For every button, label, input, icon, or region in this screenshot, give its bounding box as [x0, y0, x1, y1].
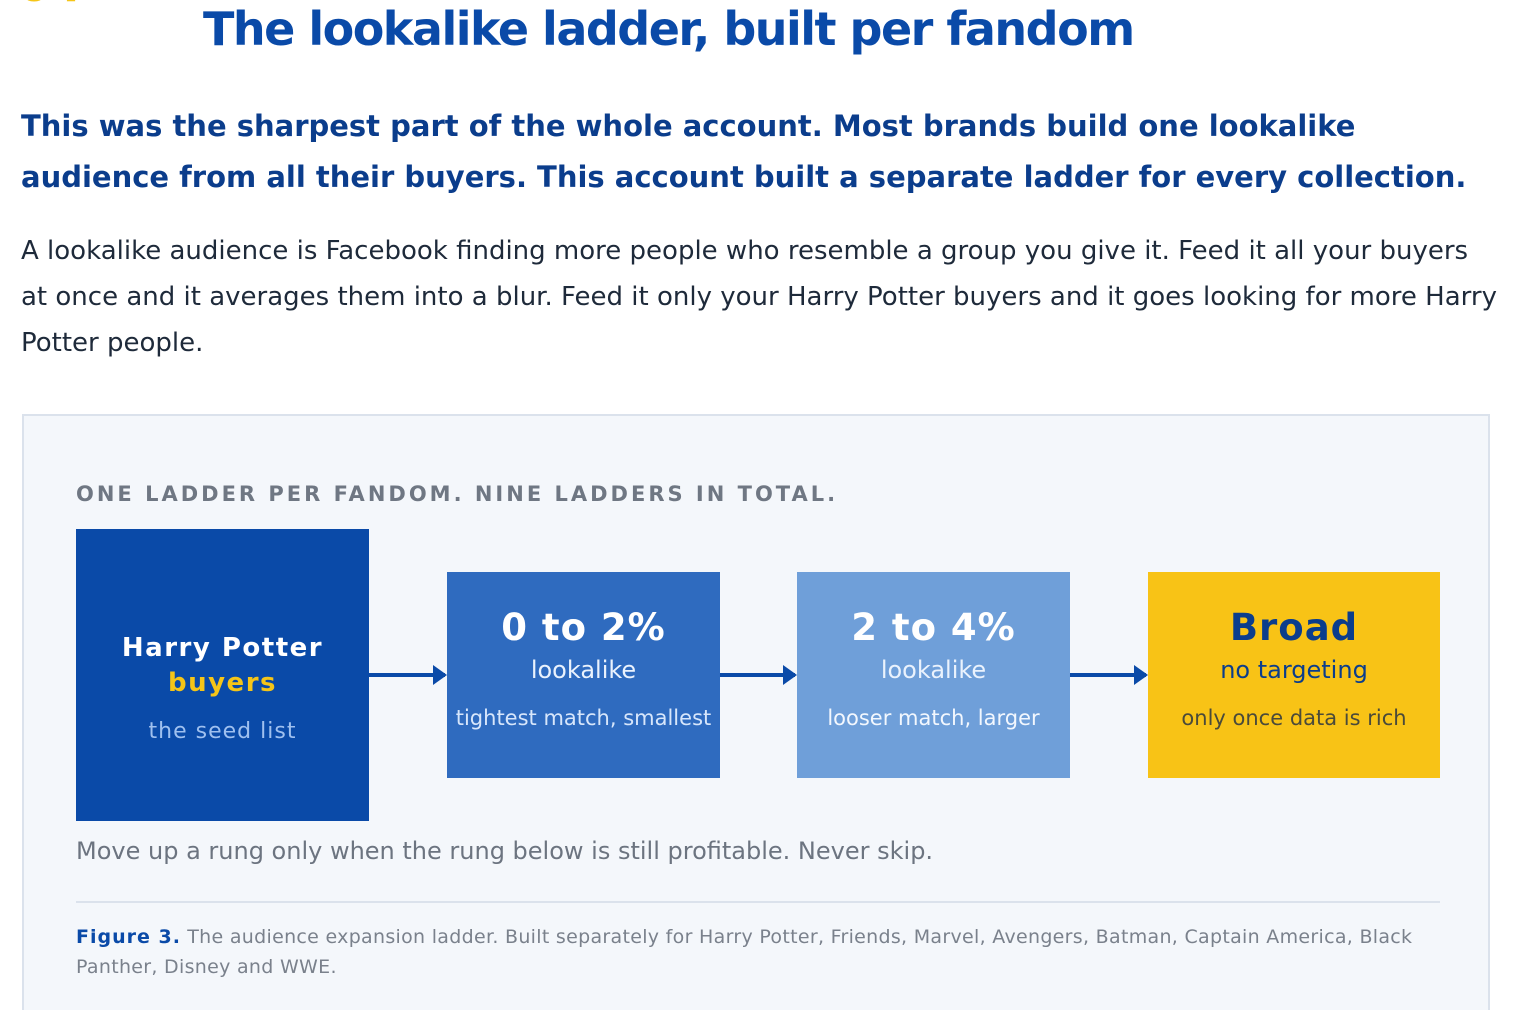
rung-lookalike-0-2: 0 to 2% lookalike tightest match, smalle… — [447, 572, 720, 778]
figure-note: Move up a rung only when the rung below … — [76, 837, 934, 865]
figure-caption: Figure 3. The audience expansion ladder.… — [76, 922, 1440, 982]
rung-description: looser match, larger — [827, 706, 1040, 730]
seed-subtitle: buyers — [167, 668, 277, 698]
section-title: The lookalike ladder, built per fandom — [203, 2, 1135, 56]
seed-title: Harry Potter — [121, 633, 324, 663]
rung-type: lookalike — [880, 656, 987, 684]
section-number: 04 — [18, 0, 82, 8]
seed-list-box: Harry Potter buyers the seed list — [76, 529, 369, 821]
rung-type: no targeting — [1220, 656, 1368, 684]
rung-lookalike-2-4: 2 to 4% lookalike looser match, larger — [797, 572, 1070, 778]
divider — [76, 901, 1440, 903]
rung-description: only once data is rich — [1181, 706, 1407, 730]
arrow-right-icon — [720, 665, 797, 685]
rung-description: tightest match, smallest — [455, 706, 712, 730]
figure-caption-text: The audience expansion ladder. Built sep… — [76, 926, 1413, 978]
rung-range: Broad — [1229, 606, 1359, 649]
rung-broad: Broad no targeting only once data is ric… — [1148, 572, 1440, 778]
body-paragraph: A lookalike audience is Facebook finding… — [21, 236, 1497, 358]
lede-paragraph: This was the sharpest part of the whole … — [21, 109, 1467, 194]
arrow-right-icon — [369, 665, 447, 685]
figure-kicker: ONE LADDER PER FANDOM. NINE LADDERS IN T… — [76, 482, 839, 506]
rung-type: lookalike — [530, 656, 637, 684]
ladder-figure: ONE LADDER PER FANDOM. NINE LADDERS IN T… — [22, 414, 1490, 1010]
figure-label: Figure 3. — [76, 926, 181, 948]
rung-range: 2 to 4% — [851, 606, 1016, 649]
seed-caption: the seed list — [148, 719, 297, 744]
arrow-right-icon — [1070, 665, 1148, 685]
rung-range: 0 to 2% — [501, 606, 666, 649]
